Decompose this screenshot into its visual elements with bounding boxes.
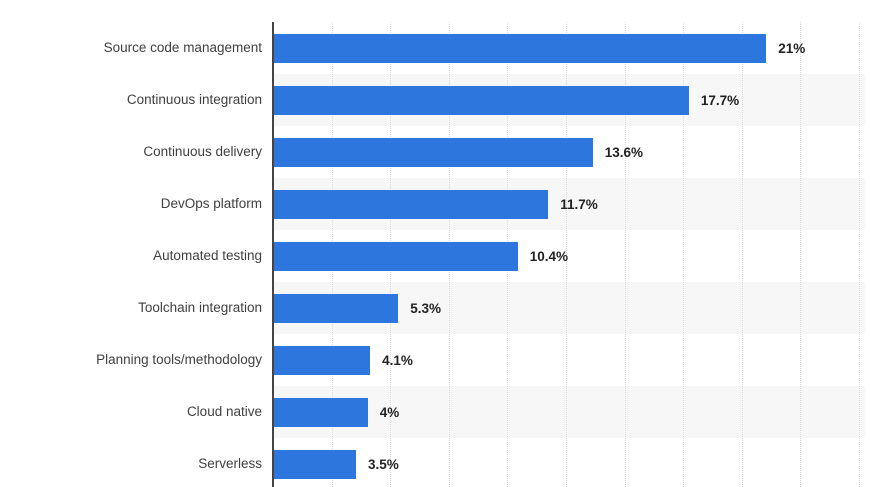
value-label: 3.5% xyxy=(368,456,399,472)
gridline xyxy=(800,22,802,487)
value-label: 4.1% xyxy=(382,352,413,368)
value-label: 4% xyxy=(379,404,400,420)
bar xyxy=(274,345,371,375)
gridline xyxy=(859,22,860,487)
category-label: Source code management xyxy=(103,40,262,55)
category-label: DevOps platform xyxy=(160,196,262,211)
category-label: Cloud native xyxy=(186,404,262,419)
category-label: Automated testing xyxy=(153,248,262,263)
category-label: Toolchain integration xyxy=(138,300,262,315)
bar xyxy=(274,449,357,479)
category-label: Planning tools/methodology xyxy=(96,352,262,367)
bar xyxy=(274,137,593,167)
bar xyxy=(274,33,767,63)
bar xyxy=(274,397,368,427)
category-label: Continuous delivery xyxy=(143,144,262,159)
bar xyxy=(274,293,399,323)
gridline xyxy=(683,22,685,487)
value-label: 17.7% xyxy=(700,92,740,108)
bar xyxy=(274,241,518,271)
row-band xyxy=(274,386,865,438)
category-label: Serverless xyxy=(198,456,262,471)
gridline xyxy=(566,22,567,487)
bar xyxy=(274,85,689,115)
gridline xyxy=(624,22,626,487)
value-label: 13.6% xyxy=(604,144,644,160)
bar xyxy=(274,189,549,219)
gridline xyxy=(741,22,743,487)
category-label: Continuous integration xyxy=(126,92,262,107)
value-label: 21% xyxy=(778,40,806,56)
value-label: 10.4% xyxy=(529,248,569,264)
value-label: 11.7% xyxy=(560,196,598,212)
value-label: 5.3% xyxy=(410,300,441,316)
y-axis-line xyxy=(272,22,274,487)
